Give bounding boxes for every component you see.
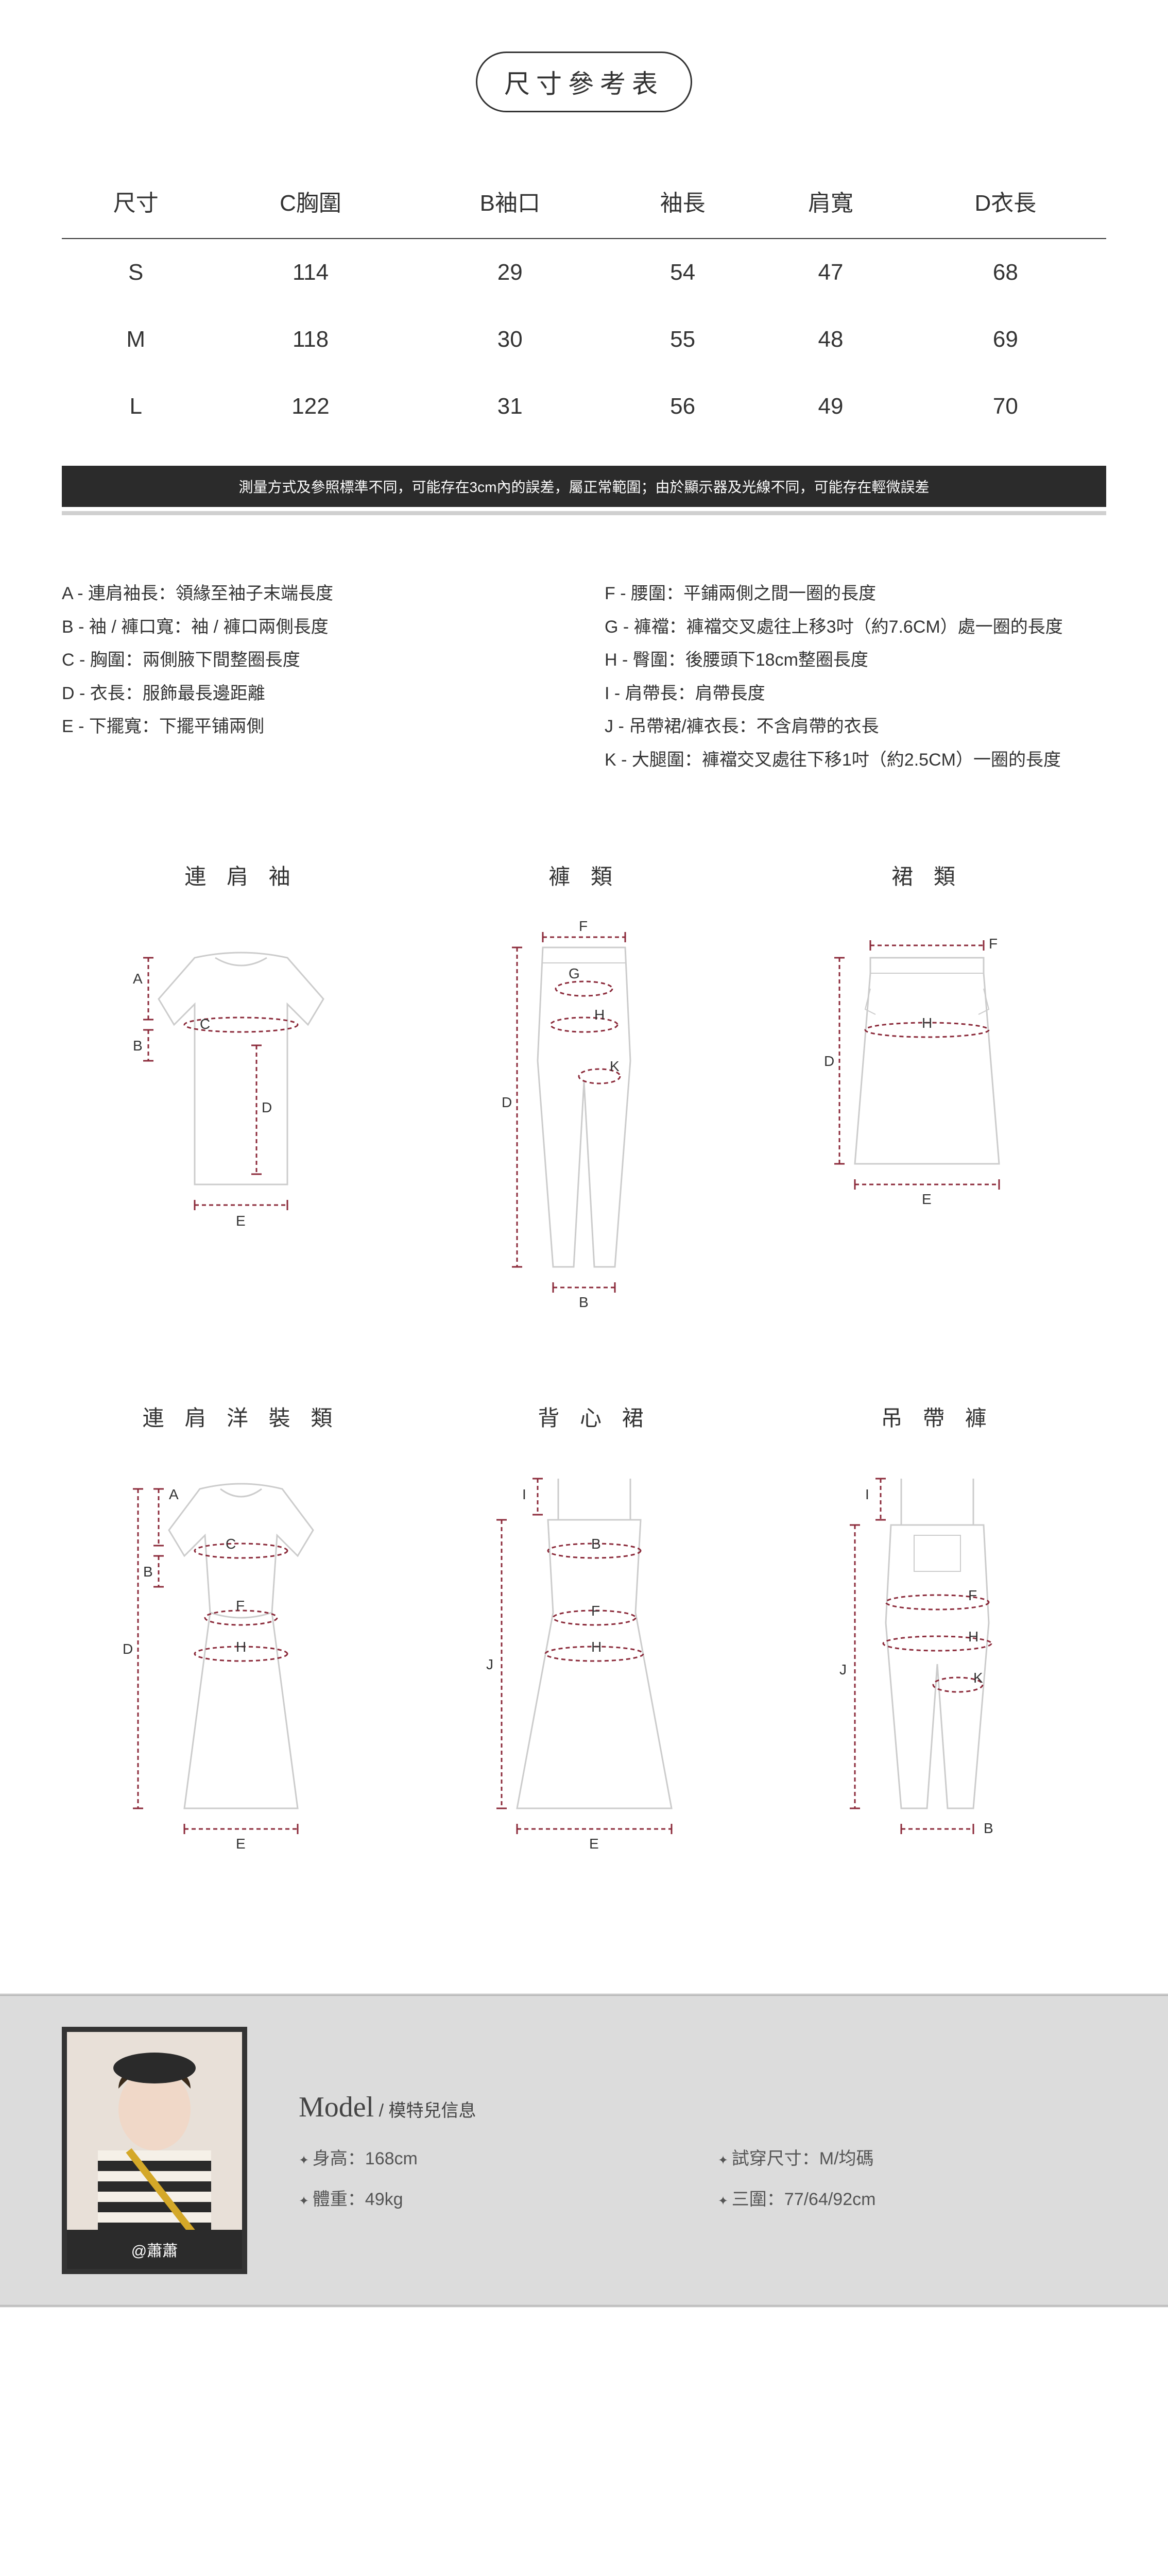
table-cell: 47	[757, 239, 904, 306]
svg-text:H: H	[922, 1015, 932, 1031]
svg-text:E: E	[589, 1836, 599, 1852]
table-header: 肩寬	[757, 164, 904, 239]
svg-text:J: J	[839, 1662, 847, 1677]
svg-text:C: C	[200, 1016, 210, 1032]
model-measurements: 三圍：77/64/92cm	[718, 2185, 1106, 2210]
table-cell: L	[62, 373, 210, 440]
svg-text:E: E	[236, 1213, 246, 1229]
svg-text:G: G	[569, 965, 580, 981]
table-cell: 114	[210, 239, 411, 306]
table-cell: S	[62, 239, 210, 306]
svg-text:J: J	[486, 1656, 493, 1672]
diagram-overalls: 吊 帶 褲 I F H K J B	[814, 1401, 1061, 1860]
svg-text:B: B	[143, 1564, 153, 1580]
svg-text:B: B	[133, 1038, 143, 1054]
svg-text:H: H	[968, 1629, 978, 1645]
svg-text:E: E	[922, 1191, 932, 1207]
diagram-skirt: 裙 類 F H D E	[798, 859, 1056, 1318]
diagrams-row-2: 連 肩 洋 裝 類 A B C F H D E 背 心 裙 I B F H J …	[62, 1401, 1106, 1860]
svg-text:H: H	[594, 1007, 605, 1023]
definition-line: B - 袖 / 褲口寬：袖 / 褲口兩側長度	[62, 611, 563, 644]
svg-text:C: C	[226, 1536, 236, 1552]
definition-line: I - 肩帶長：肩帶長度	[605, 677, 1106, 710]
definition-line: C - 胸圍：兩側腋下間整圈長度	[62, 643, 563, 677]
table-row: S11429544768	[62, 239, 1106, 306]
svg-text:A: A	[133, 971, 143, 987]
definition-line: K - 大腿圍：褲襠交叉處往下移1吋（約2.5CM）一圈的長度	[605, 743, 1106, 777]
table-row: M11830554869	[62, 306, 1106, 373]
svg-text:F: F	[236, 1598, 245, 1614]
diagram-title: 裙 類	[798, 859, 1056, 891]
model-photo: @蕭蕭	[62, 2027, 247, 2274]
table-cell: M	[62, 306, 210, 373]
model-info-section: @蕭蕭 Model / 模特兒信息 身高：168cm 試穿尺寸：M/均碼 體重：…	[0, 1994, 1168, 2307]
svg-text:D: D	[502, 1094, 512, 1110]
table-cell: 49	[757, 373, 904, 440]
svg-text:H: H	[236, 1639, 246, 1655]
svg-text:F: F	[591, 1603, 600, 1619]
svg-text:F: F	[579, 918, 588, 934]
model-trysize: 試穿尺寸：M/均碼	[718, 2144, 1106, 2170]
svg-text:E: E	[236, 1836, 246, 1852]
diagram-title: 連 肩 袖	[112, 859, 370, 891]
table-header: D衣長	[905, 164, 1106, 239]
svg-text:F: F	[968, 1587, 977, 1603]
diagram-title: 連 肩 洋 裝 類	[107, 1401, 375, 1432]
svg-text:D: D	[262, 1099, 272, 1115]
divider	[62, 511, 1106, 515]
definition-line: A - 連肩袖長：領緣至袖子末端長度	[62, 577, 563, 611]
page-title: 尺寸參考表	[476, 52, 692, 112]
table-header: 尺寸	[62, 164, 210, 239]
table-cell: 69	[905, 306, 1106, 373]
model-heading: Model / 模特兒信息	[299, 2091, 1106, 2124]
size-table: 尺寸C胸圍B袖口袖長肩寬D衣長 S11429544768M11830554869…	[62, 164, 1106, 440]
table-cell: 48	[757, 306, 904, 373]
table-cell: 30	[411, 306, 609, 373]
table-cell: 29	[411, 239, 609, 306]
table-cell: 122	[210, 373, 411, 440]
svg-text:I: I	[865, 1486, 869, 1502]
table-cell: 56	[609, 373, 757, 440]
table-header: C胸圍	[210, 164, 411, 239]
svg-text:B: B	[984, 1820, 993, 1836]
disclaimer-text: 測量方式及參照標準不同，可能存在3cm內的誤差，屬正常範圍；由於顯示器及光線不同…	[62, 466, 1106, 507]
table-cell: 68	[905, 239, 1106, 306]
table-cell: 31	[411, 373, 609, 440]
diagram-title: 背 心 裙	[466, 1401, 723, 1432]
svg-text:I: I	[522, 1486, 526, 1502]
definition-line: H - 臀圍：後腰頭下18cm整圈長度	[605, 643, 1106, 677]
svg-text:F: F	[989, 936, 998, 952]
definitions-block: A - 連肩袖長：領緣至袖子末端長度B - 袖 / 褲口寬：袖 / 褲口兩側長度…	[62, 577, 1106, 777]
diagram-dress: 連 肩 洋 裝 類 A B C F H D E	[107, 1401, 375, 1860]
svg-text:A: A	[169, 1486, 179, 1502]
table-header: B袖口	[411, 164, 609, 239]
definition-line: G - 褲襠：褲襠交叉處往上移3吋（約7.6CM）處一圈的長度	[605, 611, 1106, 644]
svg-text:H: H	[591, 1639, 602, 1655]
model-height: 身高：168cm	[299, 2144, 687, 2170]
diagrams-row-1: 連 肩 袖 A B C D E 褲 類 F G H K D B 裙 類 F H …	[62, 859, 1106, 1318]
table-row: L12231564970	[62, 373, 1106, 440]
svg-text:D: D	[824, 1053, 834, 1069]
diagram-camisole: 背 心 裙 I B F H J E	[466, 1401, 723, 1860]
table-cell: 70	[905, 373, 1106, 440]
definition-line: F - 腰圍：平鋪兩側之間一圈的長度	[605, 577, 1106, 611]
svg-text:D: D	[123, 1641, 133, 1657]
table-cell: 118	[210, 306, 411, 373]
table-header: 袖長	[609, 164, 757, 239]
diagram-title: 褲 類	[471, 859, 697, 891]
diagram-title: 吊 帶 褲	[814, 1401, 1061, 1432]
svg-text:B: B	[579, 1294, 589, 1310]
svg-text:B: B	[591, 1536, 601, 1552]
definition-line: J - 吊帶裙/褲衣長：不含肩帶的衣長	[605, 710, 1106, 743]
diagram-pants: 褲 類 F G H K D B	[471, 859, 697, 1318]
svg-text:K: K	[610, 1058, 620, 1074]
definition-line: E - 下擺寬：下擺平铺兩側	[62, 710, 563, 743]
table-cell: 55	[609, 306, 757, 373]
diagram-tshirt: 連 肩 袖 A B C D E	[112, 859, 370, 1318]
table-cell: 54	[609, 239, 757, 306]
model-weight: 體重：49kg	[299, 2185, 687, 2210]
definition-line: D - 衣長：服飾最長邊距離	[62, 677, 563, 710]
svg-text:K: K	[973, 1670, 983, 1686]
model-name: @蕭蕭	[67, 2230, 242, 2269]
